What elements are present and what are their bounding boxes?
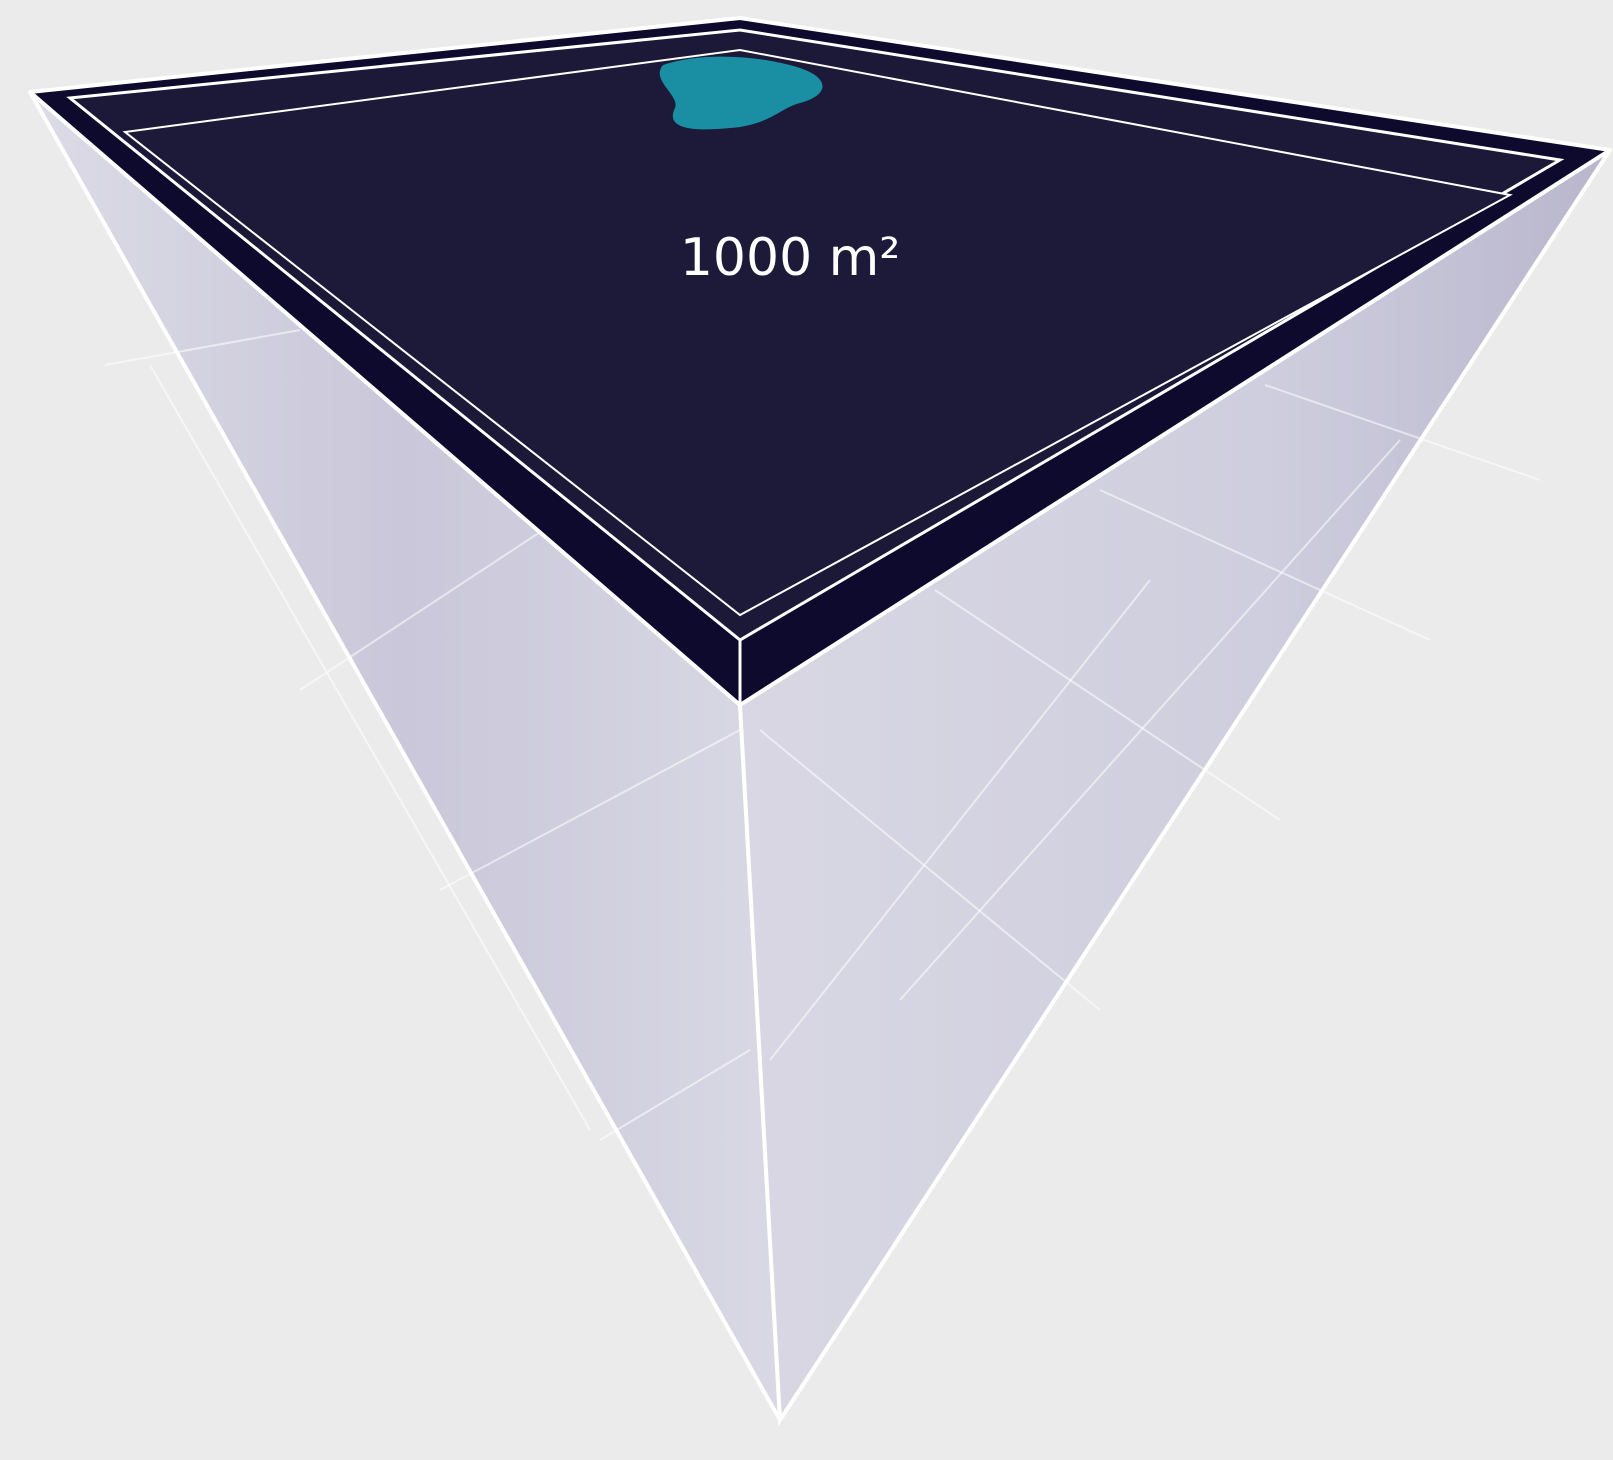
pond <box>659 56 823 130</box>
area-label: 1000 m² <box>680 228 900 288</box>
grid-lines <box>104 329 1541 1141</box>
roof-inner <box>122 48 1513 617</box>
